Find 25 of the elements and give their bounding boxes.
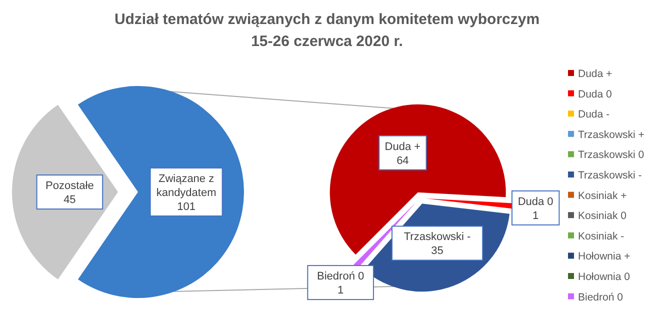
slice-label: Duda 0	[518, 196, 554, 208]
data-label: 1	[532, 210, 539, 222]
slice-label: Biedroń 0	[317, 270, 364, 283]
data-label: 35	[431, 245, 444, 258]
legend-label: Duda 0	[578, 88, 612, 100]
legend-label: Duda -	[578, 108, 610, 121]
legend-label: Biedroń 0	[578, 291, 624, 304]
legend-label: Trzaskowski +	[578, 128, 644, 141]
data-label: 64	[396, 154, 409, 167]
slice-label: Trzaskowski -	[404, 231, 472, 244]
slice-label: Duda +	[384, 140, 421, 153]
text: Udział tematów związanych z danym komitetem wyborczym 15-26 czerwca 2020 r.	[114, 11, 540, 50]
legend-label: Trzaskowski -	[578, 170, 642, 182]
data-label: 45	[64, 194, 76, 206]
legend-label: Kosiniak +	[578, 190, 627, 202]
data-label: 101	[177, 200, 196, 213]
legend-label: Trzaskowski 0	[578, 149, 644, 162]
legend-label: Hołownia 0	[578, 271, 630, 283]
legend-label: Kosiniak -	[578, 230, 625, 242]
slice-label: Pozostałe	[46, 180, 94, 192]
legend-label: Kosiniak 0	[578, 210, 627, 222]
data-label: 1	[338, 284, 344, 297]
slice-label: Związane z kandydatem	[156, 172, 216, 199]
legend-label: Duda +	[578, 68, 612, 80]
legend-label: Hołownia +	[578, 250, 630, 263]
